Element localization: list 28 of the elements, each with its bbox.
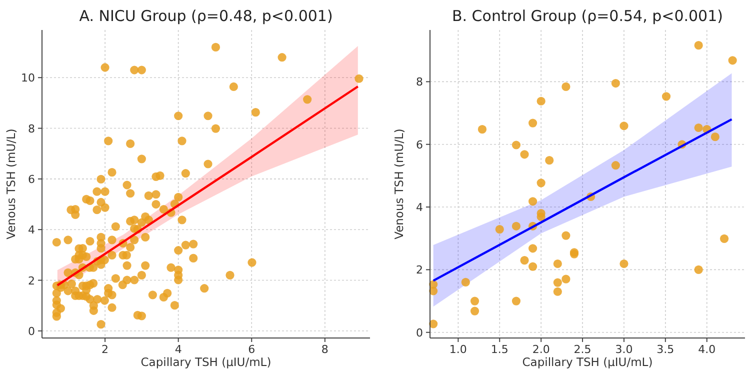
x-axis-title: Capillary TSH (µIU/mL): [522, 355, 653, 369]
x-tick-label: 3.5: [656, 343, 674, 356]
y-tick-label: 8: [416, 76, 423, 89]
y-tick-label: 4: [416, 201, 423, 214]
x-tick-label: 4: [174, 343, 182, 356]
y-tick-label: 2: [28, 274, 35, 288]
chart-title: A. NICU Group (ρ=0.48, p<0.001): [79, 7, 333, 25]
x-tick-label: 8: [321, 343, 328, 356]
x-tick-label: 3.0: [615, 343, 633, 356]
x-tick-label: 1.5: [490, 343, 508, 356]
x-tick-label: 2: [102, 343, 109, 356]
y-tick-label: 6: [28, 172, 35, 186]
y-axis-title: Venous TSH (mU/L): [392, 128, 406, 240]
x-tick-label: 1.0: [449, 343, 467, 356]
y-tick-label: 6: [416, 138, 423, 152]
y-tick-label: 0: [28, 324, 35, 338]
x-tick-label: 6: [248, 343, 256, 356]
x-tick-label: 4.0: [698, 343, 716, 356]
y-tick-label: 0: [416, 326, 423, 340]
x-tick-label: 2.0: [532, 343, 550, 356]
x-axis-title: Capillary TSH (µIU/mL): [140, 355, 272, 369]
y-tick-label: 4: [28, 224, 35, 237]
chart-title: B. Control Group (ρ=0.54, p<0.001): [452, 7, 724, 25]
y-tick-label: 8: [28, 122, 35, 136]
y-axis-title: Venous TSH (mU/L): [4, 128, 18, 240]
y-tick-label: 2: [416, 264, 423, 277]
x-tick-label: 2.5: [574, 343, 592, 356]
y-tick-label: 10: [21, 72, 35, 85]
